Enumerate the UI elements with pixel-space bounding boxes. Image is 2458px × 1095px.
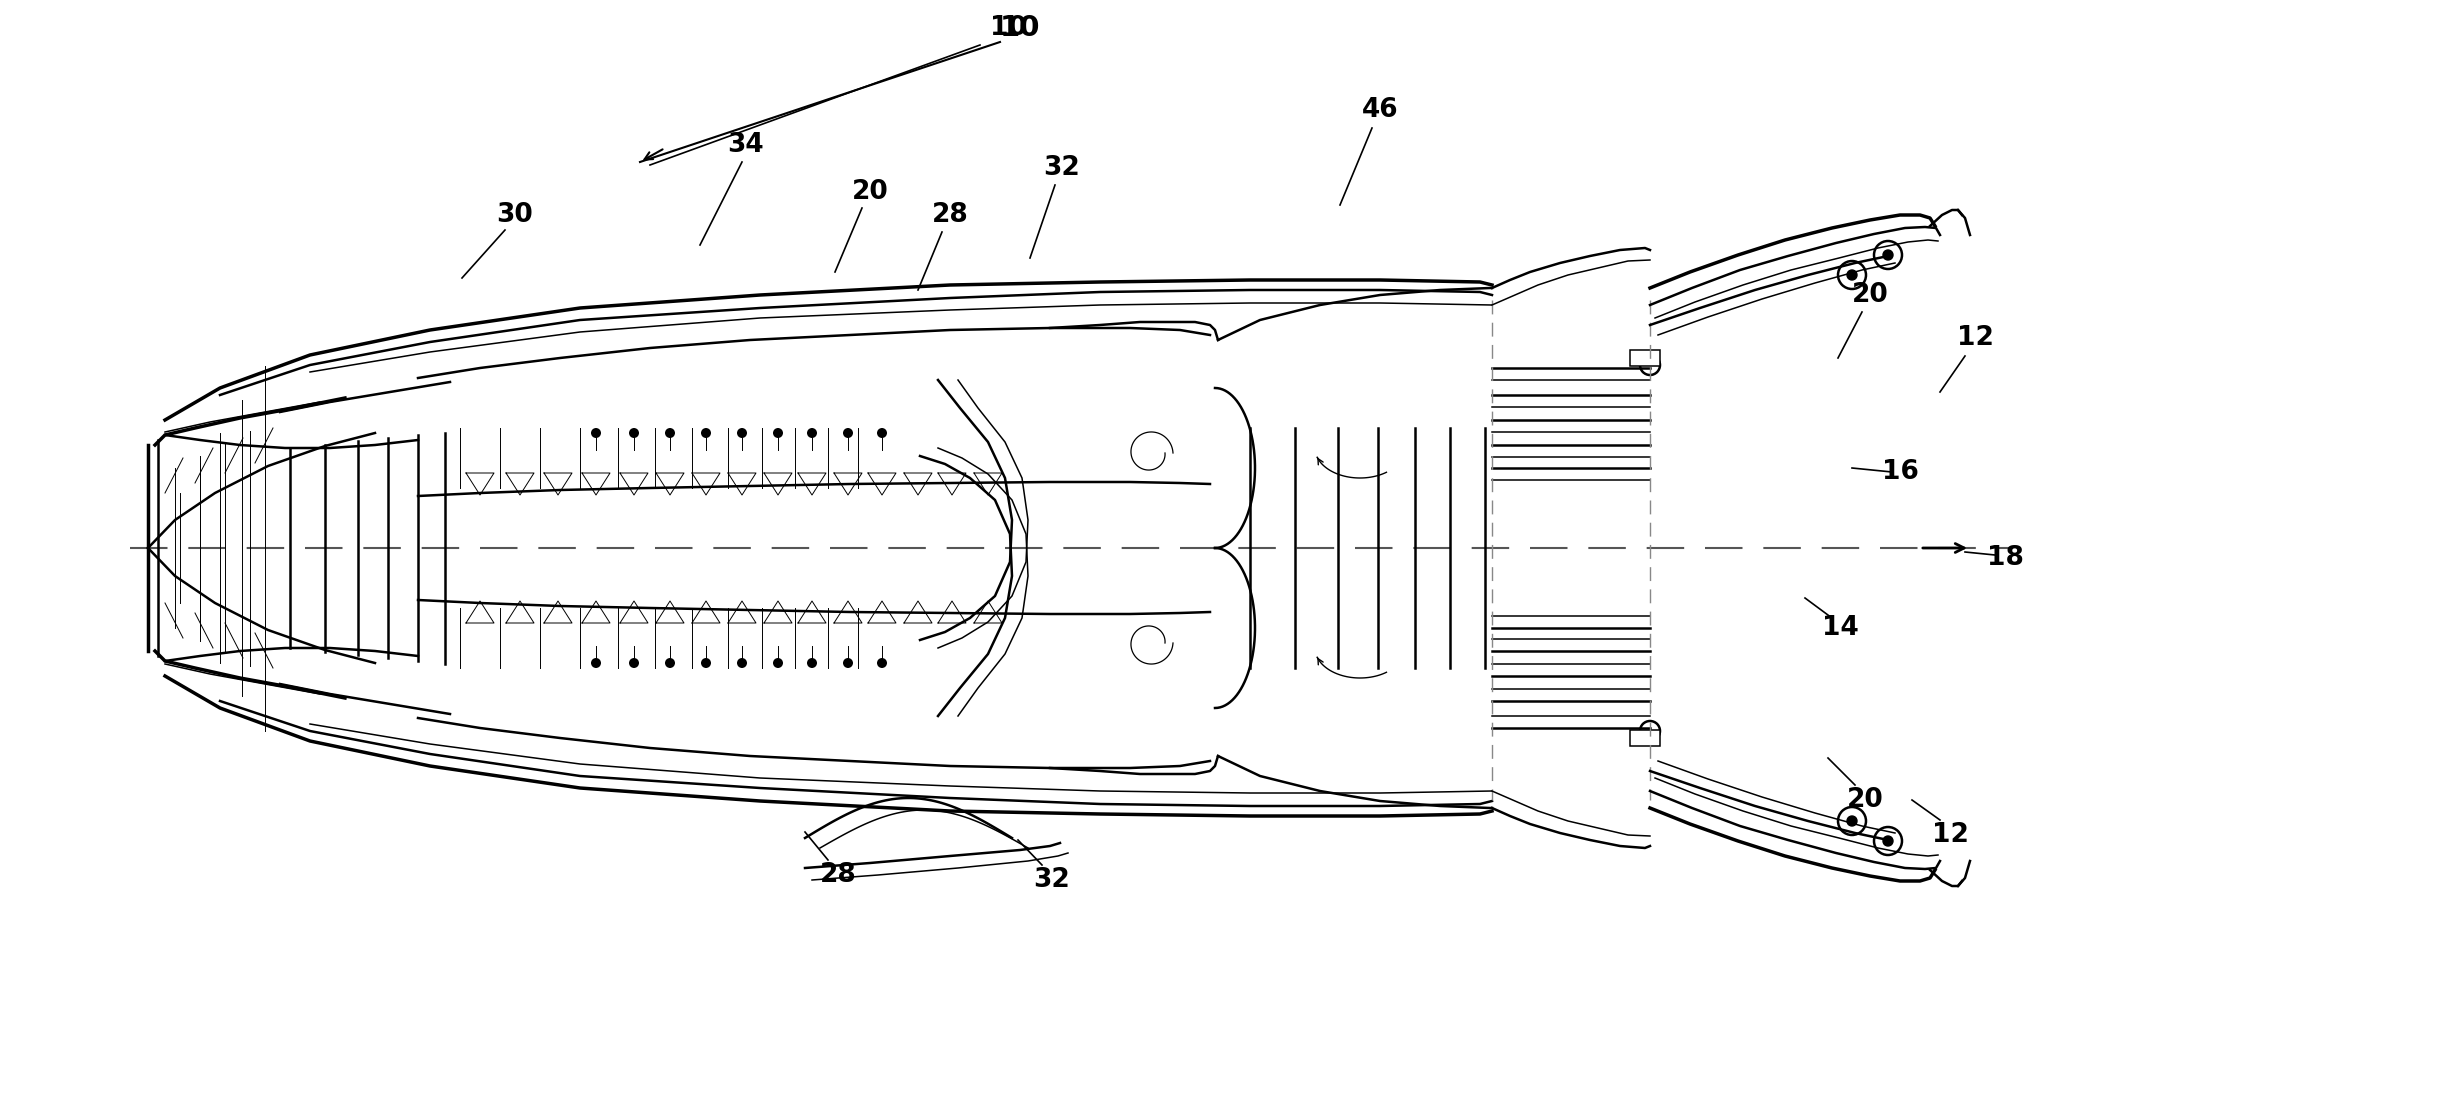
Text: 12: 12 [1932,822,1969,848]
Bar [1630,350,1659,366]
Circle shape [806,658,816,668]
Text: 20: 20 [850,178,887,205]
Circle shape [843,428,853,438]
Bar [1630,730,1659,746]
Text: 32: 32 [1045,155,1082,181]
Circle shape [843,658,853,668]
Text: 46: 46 [1362,97,1399,123]
Circle shape [1883,250,1893,260]
Circle shape [666,658,676,668]
Text: 30: 30 [497,201,533,228]
Circle shape [1883,835,1893,846]
Text: 34: 34 [728,132,764,158]
Text: 20: 20 [1846,787,1883,812]
Circle shape [737,658,747,668]
Circle shape [878,428,887,438]
Text: 14: 14 [1821,615,1858,641]
Circle shape [701,658,710,668]
Circle shape [701,428,710,438]
Circle shape [772,428,784,438]
Text: 16: 16 [1880,459,1917,485]
Text: 28: 28 [819,862,855,888]
Text: 32: 32 [1035,867,1069,894]
Text: 12: 12 [1957,325,1993,351]
Circle shape [737,428,747,438]
Circle shape [629,428,639,438]
Circle shape [806,428,816,438]
Circle shape [629,658,639,668]
Circle shape [590,658,602,668]
Text: 20: 20 [1851,283,1888,308]
Circle shape [1846,270,1856,280]
Circle shape [1846,816,1856,826]
Circle shape [772,658,784,668]
Text: 10: 10 [991,15,1027,41]
Circle shape [590,428,602,438]
Text: 10: 10 [1000,14,1040,42]
Text: 18: 18 [1986,545,2023,570]
Circle shape [878,658,887,668]
Circle shape [666,428,676,438]
Text: 28: 28 [932,201,968,228]
